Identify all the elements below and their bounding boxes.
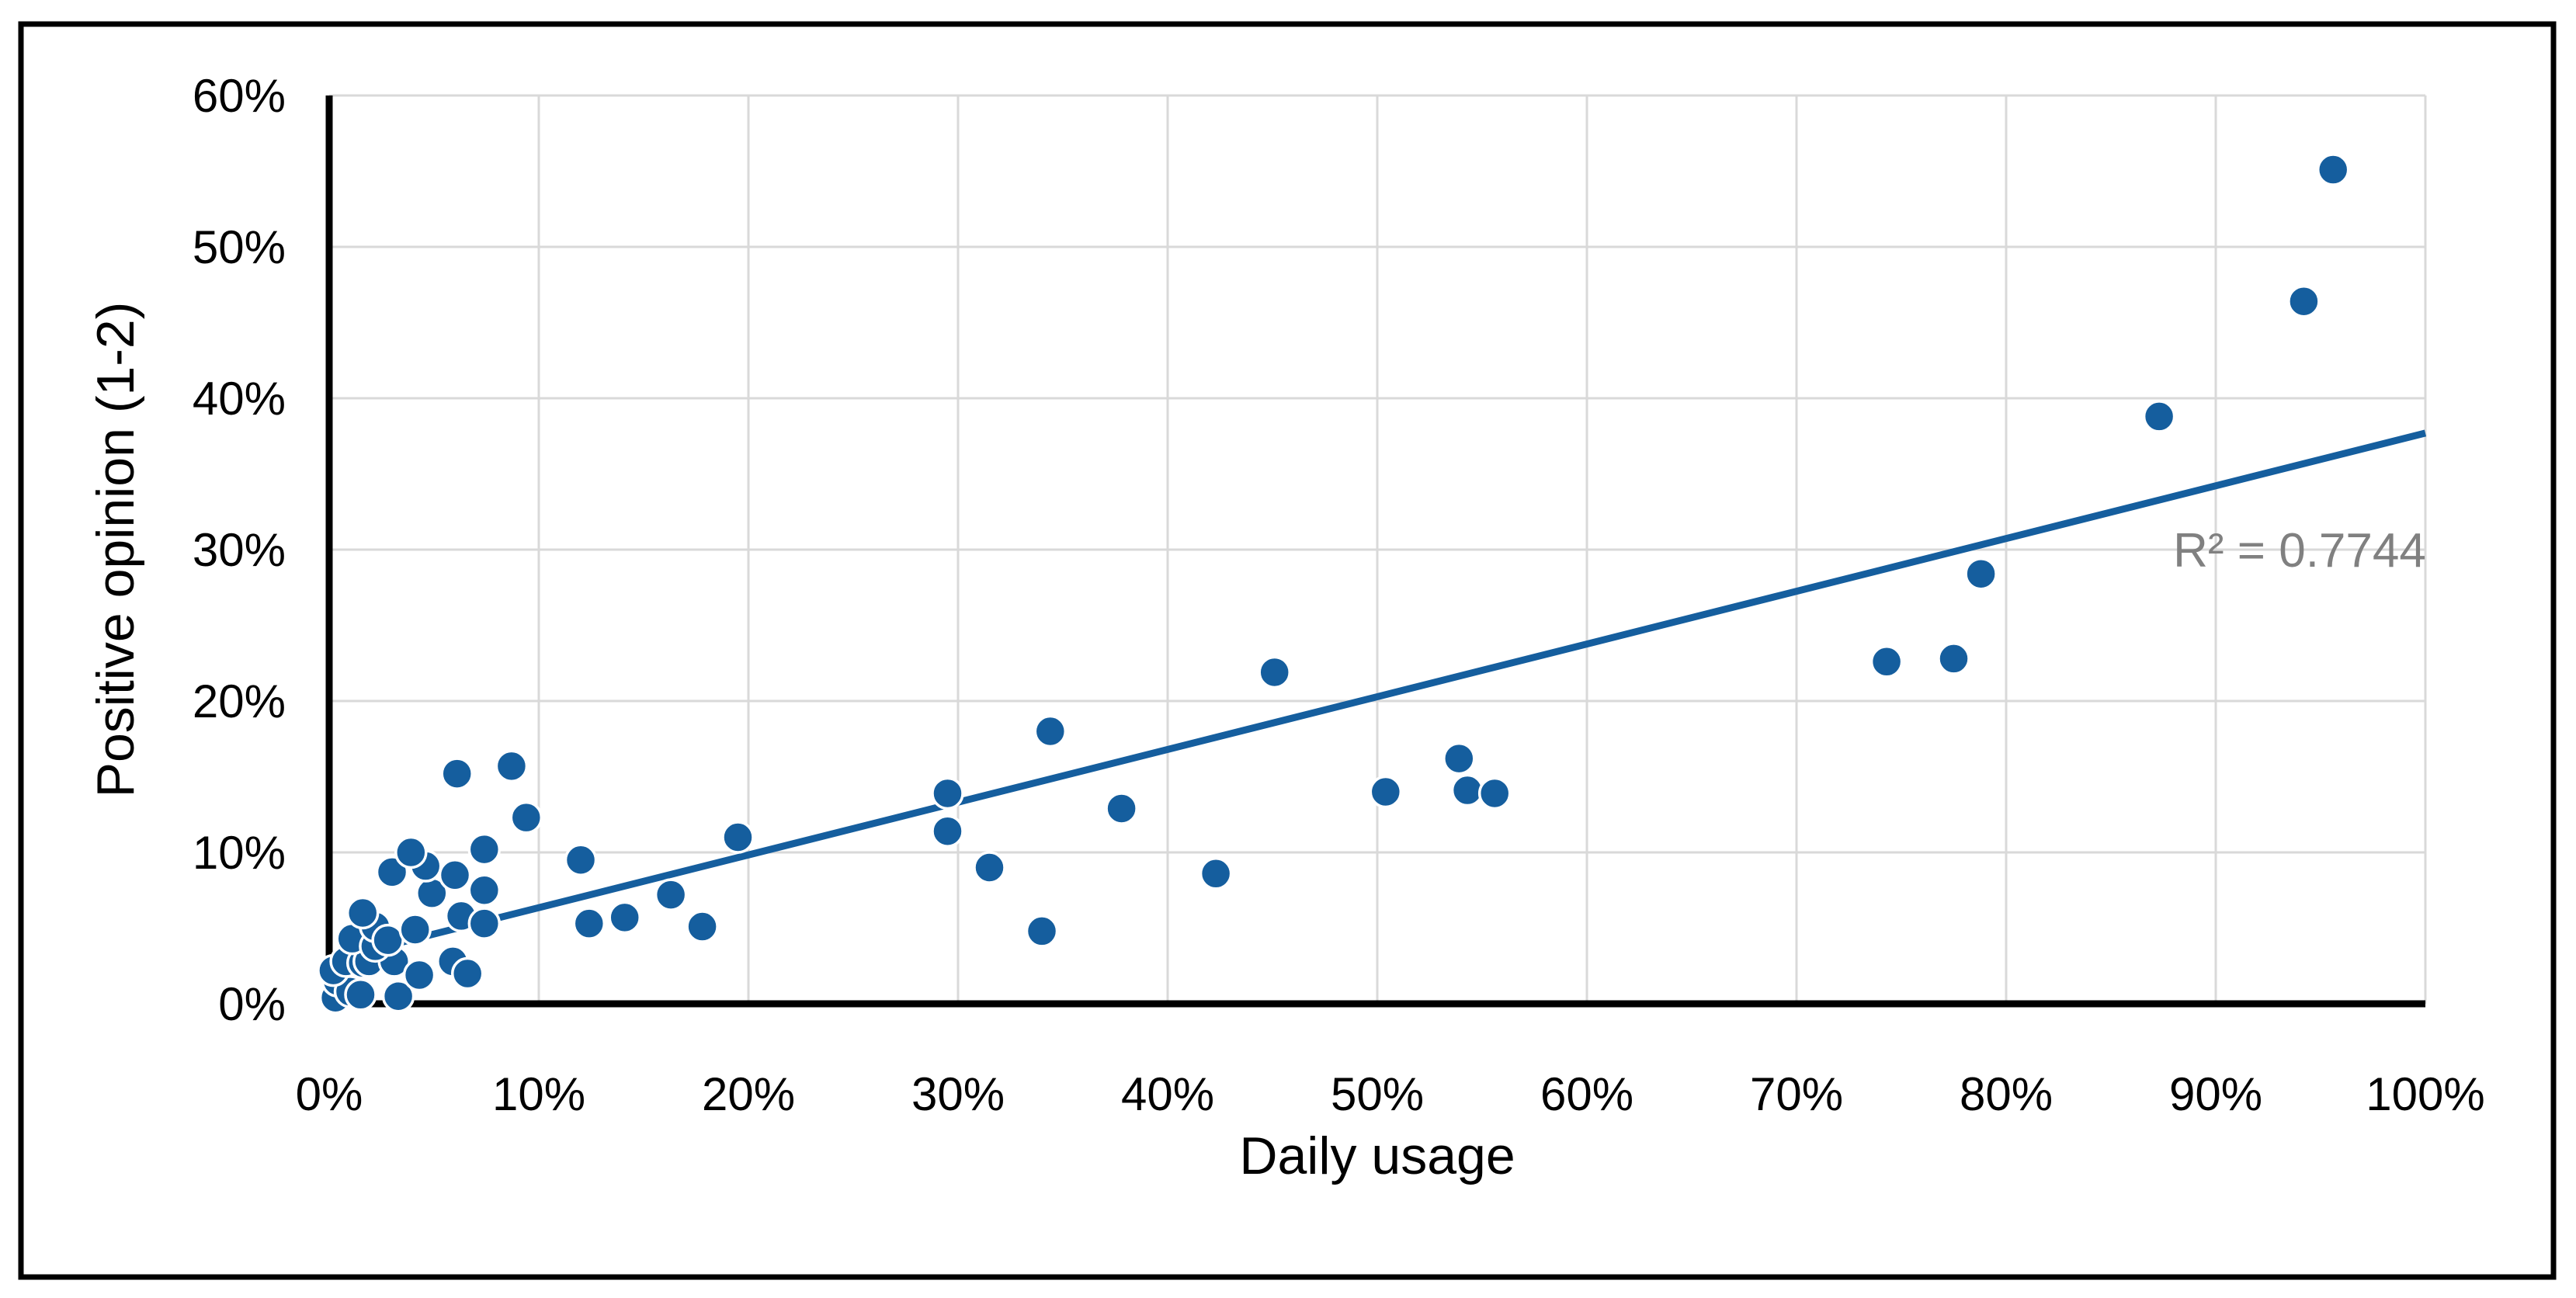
scatter-point (1369, 775, 1403, 809)
scatter-point (1442, 741, 1476, 776)
scatter-point (2142, 400, 2176, 433)
scatter-point (440, 757, 474, 790)
y-tick-label: 20% (193, 675, 286, 727)
scatter-point (2316, 153, 2350, 186)
scatter-point (608, 901, 641, 935)
scatter-point (509, 800, 543, 835)
scatter-point (2287, 284, 2321, 318)
scatter-point (467, 873, 502, 907)
x-tick-label: 50% (1331, 1068, 1424, 1120)
x-tick-label: 70% (1750, 1068, 1843, 1120)
trendline (330, 429, 2427, 963)
scatter-point (371, 923, 404, 957)
scatter-point (1105, 792, 1138, 825)
y-tick-label: 60% (193, 70, 286, 122)
scatter-point (1964, 557, 1998, 591)
scatter-point (495, 749, 529, 783)
x-tick-label: 10% (492, 1068, 585, 1120)
x-tick-label: 20% (702, 1068, 795, 1120)
x-tick-label: 100% (2366, 1068, 2484, 1120)
x-tick-label: 80% (1960, 1068, 2053, 1120)
gridlines-group (329, 94, 2427, 1004)
x-axis-title: Daily usage (1239, 1126, 1515, 1185)
scatter-point (973, 851, 1006, 884)
r-squared-label: R² = 0.7744 (2173, 524, 2426, 578)
scatter-point (345, 896, 380, 930)
scatter-point (1477, 776, 1512, 810)
y-axis-title: Positive opinion (1-2) (86, 302, 145, 798)
scatter-point (398, 913, 432, 946)
scatter-point (1033, 714, 1068, 748)
y-tick-label: 30% (193, 524, 286, 576)
figure-border (18, 21, 2557, 1280)
x-tick-label: 60% (1540, 1068, 1633, 1120)
scatter-point (344, 978, 377, 1012)
y-tick-labels-group: 0% 10% 20% 30% 40% 50% 60% (193, 70, 286, 1030)
scatter-point (931, 776, 964, 810)
scatter-point (1258, 655, 1291, 689)
scatter-points-group (317, 153, 2350, 1015)
y-tick-label: 40% (193, 373, 286, 425)
scatter-point (1199, 857, 1233, 890)
scatter-point (721, 821, 755, 854)
scatter-point (438, 859, 472, 892)
scatter-point (467, 832, 502, 866)
scatter-point (931, 814, 964, 848)
scatter-point (654, 878, 688, 911)
x-tick-label: 90% (2169, 1068, 2262, 1120)
scatter-point (686, 910, 719, 943)
scatter-point (402, 958, 436, 992)
scatter-point (564, 843, 598, 876)
scatter-point (381, 980, 415, 1013)
y-tick-label: 10% (193, 827, 286, 879)
x-tick-labels-group: 0% 10% 20% 30% 40% 50% 60% 70% 80% 90% 100% (296, 1068, 2485, 1120)
x-tick-label: 40% (1121, 1068, 1214, 1120)
scatter-point (467, 907, 502, 940)
scatter-point (394, 835, 428, 869)
y-tick-label: 50% (193, 221, 286, 273)
x-tick-label: 0% (296, 1068, 363, 1120)
scatter-point (375, 856, 409, 889)
x-tick-label: 30% (911, 1068, 1005, 1120)
scatter-point (1450, 773, 1484, 807)
scatter-point (450, 956, 484, 991)
y-tick-label: 0% (218, 978, 286, 1030)
scatter-point (572, 907, 606, 940)
axes-group (325, 95, 2425, 1008)
scatter-point (1025, 914, 1059, 948)
scatter-point (1870, 645, 1904, 678)
scatter-point (1937, 642, 1970, 675)
trendline-group (330, 429, 2427, 963)
